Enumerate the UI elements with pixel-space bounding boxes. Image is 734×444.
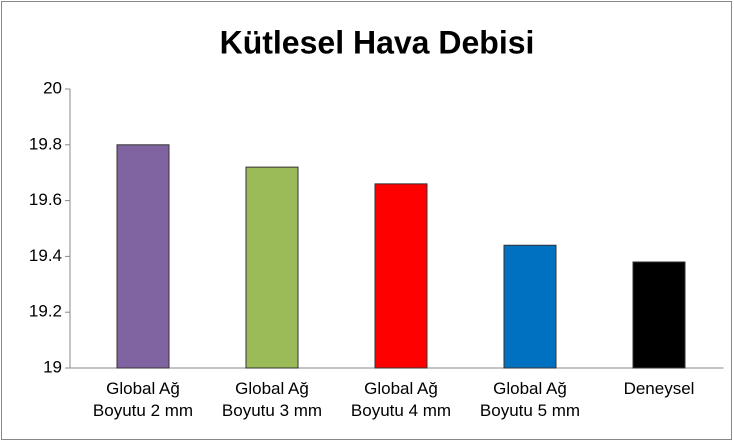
bar [245,166,299,369]
x-tick-label: Global Ağ Boyutu 4 mm [350,379,452,420]
bar [374,183,428,369]
chart-title: Kütlesel Hava Debisi [220,24,535,60]
bar [116,144,170,369]
y-tick-label: 20 [43,78,62,97]
bar [503,244,557,369]
x-tick-label: Deneysel [623,379,695,398]
y-tick-label: 19.6 [29,190,62,209]
y-tick-label: 19.8 [29,134,62,153]
bar [632,261,686,369]
y-tick-label: 19.2 [29,302,62,321]
y-tick-label: 19 [43,357,62,376]
y-tick-label: 19.4 [29,246,62,265]
x-tick-label: Global Ağ Boyutu 5 mm [479,379,581,420]
x-tick-label: Global Ağ Boyutu 3 mm [221,379,323,420]
x-tick-label: Global Ağ Boyutu 2 mm [92,379,194,420]
